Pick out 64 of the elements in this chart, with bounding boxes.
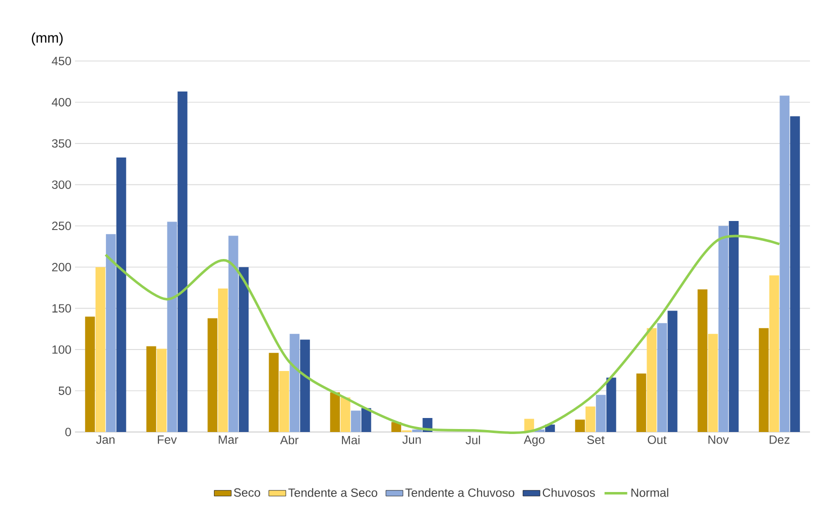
x-tick-label: Dez — [770, 436, 790, 444]
x-tick-label: Fev — [158, 436, 177, 444]
bar — [96, 267, 106, 432]
legend-label: Chuvosos — [542, 488, 595, 497]
bar — [728, 220, 739, 432]
y-tick-label: 350 — [52, 139, 72, 148]
x-tick-label: Jan — [96, 436, 114, 444]
bar — [780, 96, 790, 432]
bar — [668, 310, 678, 432]
y-tick-label: 450 — [52, 56, 72, 66]
y-tick-label: 150 — [52, 304, 72, 313]
x-tick-label: Ago — [524, 436, 545, 446]
legend-label: Seco — [234, 488, 260, 497]
bar — [769, 275, 780, 432]
legend-label: Tendente a Seco — [288, 488, 378, 497]
bar — [290, 334, 300, 432]
y-tick-label: 0 — [65, 428, 72, 436]
bar — [85, 316, 95, 432]
legend-label: Normal — [631, 488, 668, 497]
bar — [330, 392, 340, 432]
bar — [657, 323, 667, 432]
bar — [228, 236, 238, 432]
x-tick-label: Out — [648, 436, 666, 444]
bar — [279, 370, 290, 432]
bar — [116, 157, 126, 432]
bar — [167, 222, 177, 432]
bar — [350, 410, 361, 432]
bar — [606, 378, 616, 432]
y-tick-label: 300 — [52, 180, 72, 189]
bar — [146, 346, 156, 432]
bar — [575, 420, 585, 432]
y-tick-label: 50 — [58, 386, 72, 396]
bar — [340, 397, 350, 432]
y-tick-label: 200 — [52, 262, 72, 272]
legend-label: Tendente a Chuvoso — [405, 488, 514, 497]
bar — [268, 352, 279, 432]
x-tick-label: Nov — [708, 436, 729, 444]
bar — [718, 226, 728, 432]
bar — [238, 267, 249, 432]
x-tick-label: Mai — [342, 436, 360, 444]
x-tick-label: Mar — [218, 436, 238, 444]
bar — [758, 328, 769, 432]
bar — [790, 116, 800, 432]
x-tick-label: Jul — [466, 436, 480, 444]
bar — [156, 348, 167, 432]
bar — [698, 289, 708, 432]
bar — [361, 408, 372, 432]
bar — [708, 334, 718, 432]
bar — [106, 234, 116, 432]
y-tick-label: 100 — [52, 345, 72, 354]
x-tick-label: Abr — [280, 436, 298, 444]
x-tick-label: Set — [587, 436, 605, 444]
bar — [646, 328, 657, 432]
bar — [208, 318, 218, 432]
y-tick-label: 250 — [52, 222, 72, 230]
bar — [218, 288, 228, 432]
bar — [586, 406, 596, 432]
bar — [300, 340, 310, 432]
bar — [178, 92, 188, 432]
bar — [636, 373, 646, 432]
y-tick-label: 400 — [52, 98, 72, 106]
y-axis-title: (mm) — [32, 32, 63, 46]
bar — [596, 394, 606, 432]
x-tick-label: Jun — [402, 436, 421, 444]
